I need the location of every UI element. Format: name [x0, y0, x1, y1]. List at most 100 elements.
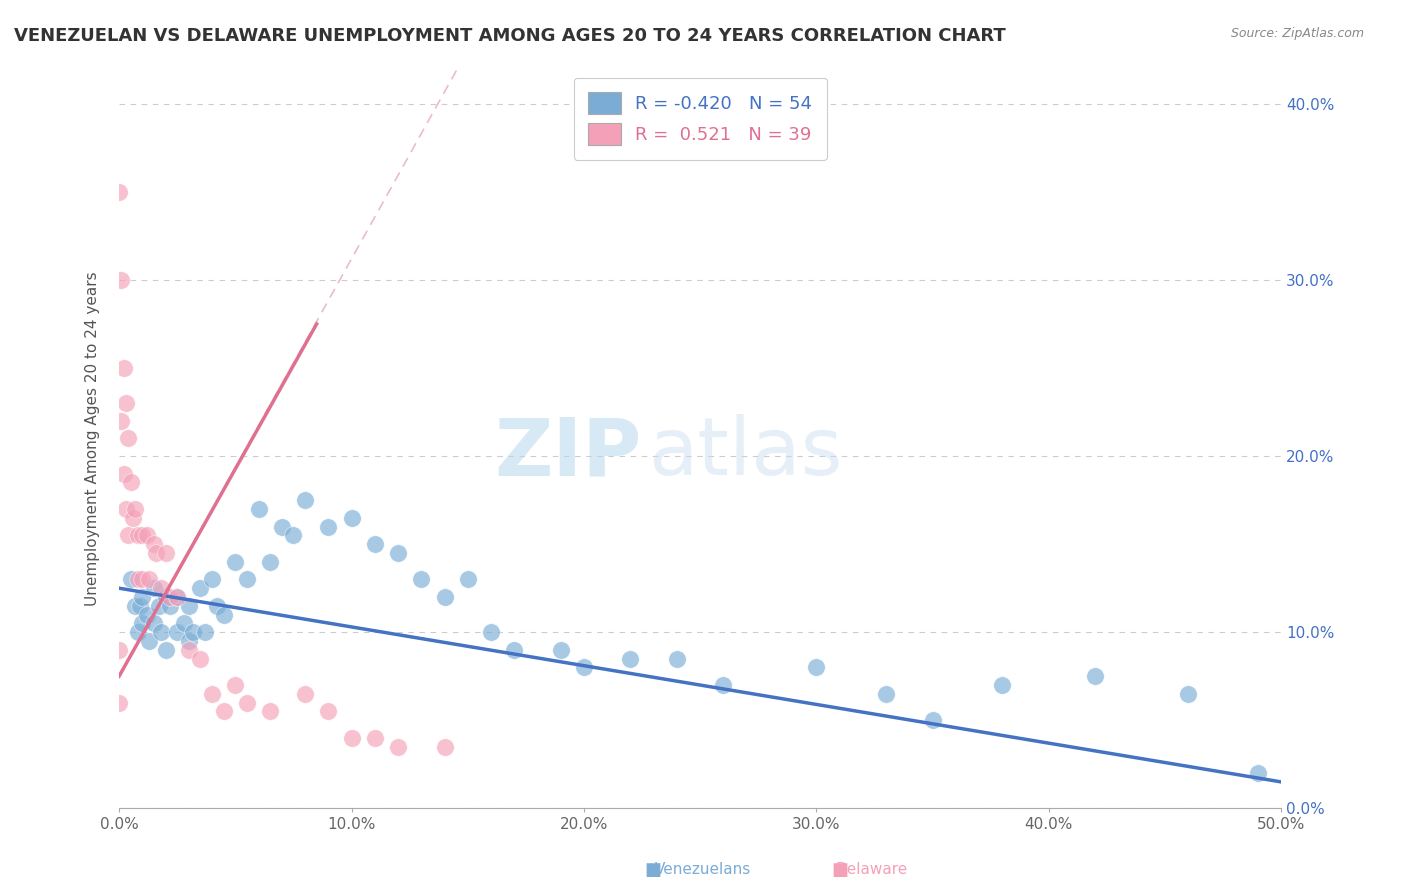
Point — [142, 616, 165, 631]
Point — [108, 643, 131, 657]
Point — [112, 361, 135, 376]
Point — [572, 660, 595, 674]
Point — [122, 510, 145, 524]
Point — [259, 705, 281, 719]
Point — [127, 528, 149, 542]
Point — [340, 510, 363, 524]
Point — [108, 185, 131, 199]
Point — [190, 651, 212, 665]
Point — [316, 519, 339, 533]
Point — [294, 493, 316, 508]
Text: ■: ■ — [831, 861, 848, 879]
Point — [117, 432, 139, 446]
Text: atlas: atlas — [648, 414, 842, 492]
Point — [120, 475, 142, 490]
Point — [205, 599, 228, 613]
Point — [236, 573, 259, 587]
Point — [340, 731, 363, 745]
Point — [1247, 766, 1270, 780]
Point — [149, 625, 172, 640]
Point — [665, 651, 688, 665]
Point — [117, 528, 139, 542]
Point — [183, 625, 205, 640]
Point — [433, 590, 456, 604]
Point — [713, 678, 735, 692]
Point — [201, 573, 224, 587]
Point — [224, 678, 246, 692]
Point — [136, 607, 159, 622]
Point — [177, 643, 200, 657]
Point — [991, 678, 1014, 692]
Point — [875, 687, 897, 701]
Point — [550, 643, 572, 657]
Point — [166, 625, 188, 640]
Point — [136, 528, 159, 542]
Point — [148, 599, 170, 613]
Point — [142, 537, 165, 551]
Point — [124, 599, 146, 613]
Point — [212, 607, 235, 622]
Point — [138, 573, 160, 587]
Point — [127, 573, 149, 587]
Point — [120, 573, 142, 587]
Point — [145, 546, 167, 560]
Point — [503, 643, 526, 657]
Point — [159, 590, 181, 604]
Point — [457, 573, 479, 587]
Point — [294, 687, 316, 701]
Text: VENEZUELAN VS DELAWARE UNEMPLOYMENT AMONG AGES 20 TO 24 YEARS CORRELATION CHART: VENEZUELAN VS DELAWARE UNEMPLOYMENT AMON… — [14, 27, 1005, 45]
Text: ZIP: ZIP — [495, 414, 643, 492]
Text: Source: ZipAtlas.com: Source: ZipAtlas.com — [1230, 27, 1364, 40]
Point — [112, 467, 135, 481]
Y-axis label: Unemployment Among Ages 20 to 24 years: Unemployment Among Ages 20 to 24 years — [86, 271, 100, 606]
Point — [155, 546, 177, 560]
Point — [127, 625, 149, 640]
Point — [159, 599, 181, 613]
Point — [149, 581, 172, 595]
Point — [236, 696, 259, 710]
Text: ■: ■ — [644, 861, 661, 879]
Point — [124, 502, 146, 516]
Text: Delaware: Delaware — [835, 863, 908, 877]
Point — [131, 590, 153, 604]
Point — [283, 528, 305, 542]
Point — [1177, 687, 1199, 701]
Point — [138, 634, 160, 648]
Point — [129, 599, 152, 613]
Point — [110, 414, 132, 428]
Point — [166, 590, 188, 604]
Point — [110, 273, 132, 287]
Point — [115, 396, 138, 410]
Point — [619, 651, 641, 665]
Point — [173, 616, 195, 631]
Point — [921, 714, 943, 728]
Point — [364, 537, 387, 551]
Point — [190, 581, 212, 595]
Legend: R = -0.420   N = 54, R =  0.521   N = 39: R = -0.420 N = 54, R = 0.521 N = 39 — [574, 78, 827, 160]
Point — [259, 555, 281, 569]
Point — [166, 590, 188, 604]
Point — [270, 519, 292, 533]
Point — [364, 731, 387, 745]
Point — [201, 687, 224, 701]
Point — [387, 546, 409, 560]
Point — [177, 599, 200, 613]
Point — [177, 634, 200, 648]
Point — [155, 590, 177, 604]
Point — [433, 739, 456, 754]
Point — [806, 660, 828, 674]
Point — [479, 625, 502, 640]
Point — [212, 705, 235, 719]
Point — [247, 502, 270, 516]
Point — [194, 625, 217, 640]
Point — [115, 502, 138, 516]
Point — [131, 573, 153, 587]
Point — [155, 643, 177, 657]
Point — [224, 555, 246, 569]
Text: Venezuelans: Venezuelans — [655, 863, 751, 877]
Point — [108, 696, 131, 710]
Point — [316, 705, 339, 719]
Point — [411, 573, 433, 587]
Point — [387, 739, 409, 754]
Point — [131, 616, 153, 631]
